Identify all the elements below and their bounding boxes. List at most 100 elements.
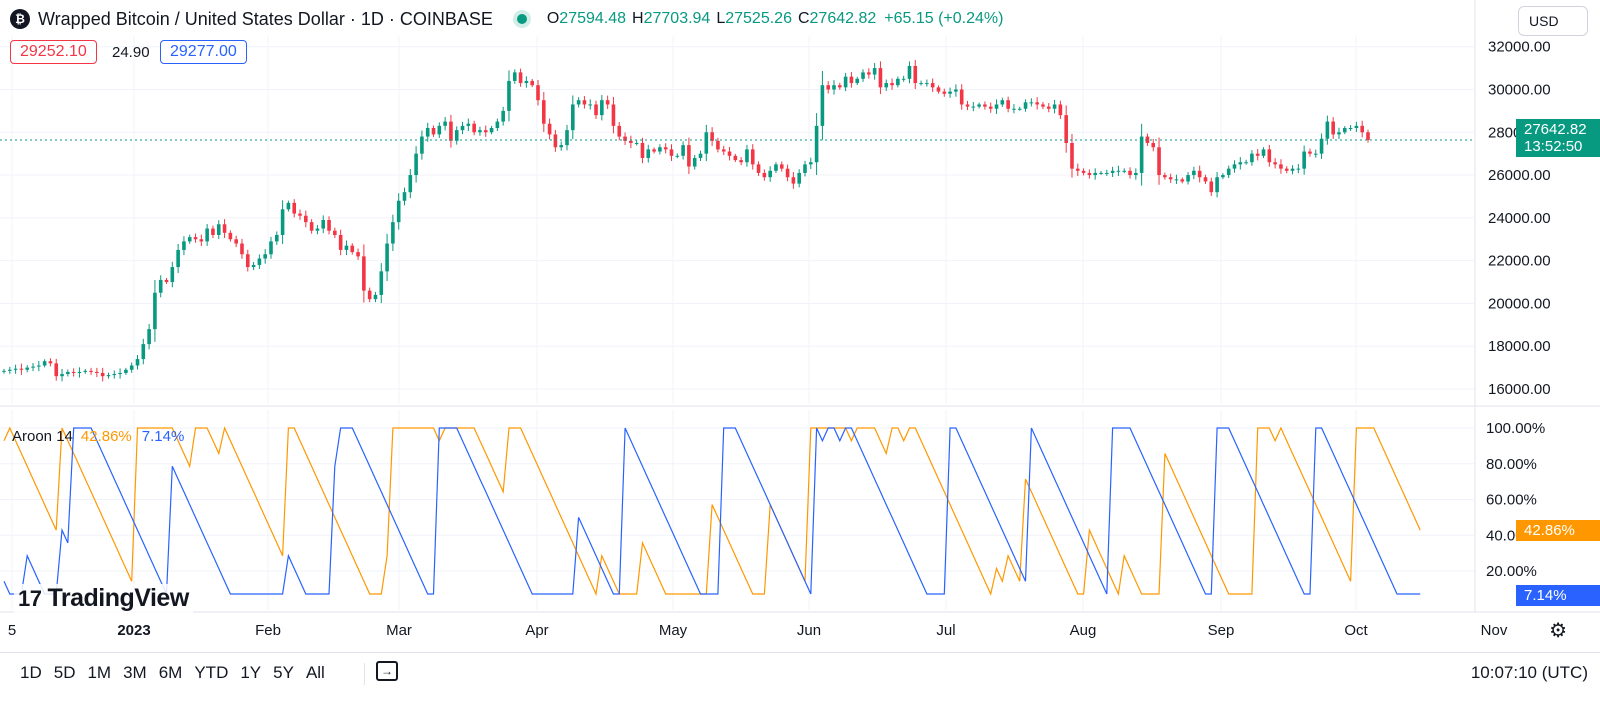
aroon-legend[interactable]: Aroon 14 42.86% 7.14% <box>12 428 184 445</box>
candle-body <box>530 80 534 86</box>
tradingview-wordmark: TradingView <box>47 584 189 612</box>
candle-body <box>814 125 819 163</box>
candle-body <box>414 153 418 176</box>
tradingview-logo[interactable]: 17 TradingView <box>14 584 193 613</box>
time-axis-label: Feb <box>255 622 281 639</box>
candle-body <box>1017 108 1022 110</box>
goto-date-calendar-icon[interactable]: → <box>376 661 398 681</box>
candle-body <box>95 371 99 373</box>
range-ytd-button[interactable]: YTD <box>194 663 229 682</box>
bar-countdown: 13:52:50 <box>1524 138 1583 155</box>
candle-body <box>1041 104 1045 107</box>
candle-body <box>280 209 285 235</box>
candle-body <box>692 157 697 167</box>
candle-body <box>559 145 564 148</box>
candle-body <box>1238 162 1243 165</box>
range-3m-button[interactable]: 3M <box>123 663 147 682</box>
candle-body <box>182 241 186 250</box>
candle-body <box>994 104 999 109</box>
range-1y-button[interactable]: 1Y <box>240 663 262 682</box>
settings-gear-icon[interactable]: ⚙ <box>1549 620 1567 642</box>
currency-select[interactable]: USD <box>1518 6 1588 36</box>
candle-body <box>1279 164 1283 169</box>
time-axis-label: Sep <box>1207 622 1235 639</box>
candle-body <box>1151 142 1156 148</box>
candle-body <box>1174 179 1179 181</box>
symbol-title[interactable]: Wrapped Bitcoin / United States Dollar ·… <box>38 8 493 29</box>
range-6m-button[interactable]: 6M <box>158 663 183 682</box>
candle-body <box>617 125 622 137</box>
candle-body <box>31 366 35 368</box>
aroon-tick-label: 100.00% <box>1486 420 1545 437</box>
range-5d-button[interactable]: 5D <box>53 663 76 682</box>
utc-clock[interactable]: 10:07:10 (UTC) <box>1470 663 1588 682</box>
candle-body <box>25 367 30 370</box>
candle-body <box>1105 172 1109 174</box>
candle-body <box>745 149 749 163</box>
candle-body <box>594 104 598 116</box>
candle-body <box>315 228 320 231</box>
aroon-up-line <box>3 426 1421 597</box>
candle-body <box>541 100 546 124</box>
candle-body <box>187 237 192 242</box>
candle-body <box>1331 121 1335 135</box>
sell-price-button[interactable]: 29252.10 <box>10 40 97 64</box>
candle-body <box>1070 142 1074 169</box>
candle-body <box>1366 132 1370 140</box>
candle-body <box>362 256 366 291</box>
ohlc-close-value: 27642.82 <box>809 10 877 27</box>
candle-body <box>768 170 772 178</box>
candle-body <box>478 130 482 133</box>
candle-body <box>425 128 430 137</box>
candle-body <box>576 100 581 105</box>
candle-body <box>100 372 105 377</box>
bitcoin-icon: ₿ <box>10 9 30 29</box>
candle-body <box>8 369 12 371</box>
candle-body <box>216 224 221 235</box>
candle-body <box>930 83 935 88</box>
candle-body <box>42 361 47 366</box>
range-5y-button[interactable]: 5Y <box>273 663 294 682</box>
candle-body <box>1337 132 1341 135</box>
candle-body <box>373 294 378 300</box>
candle-body <box>803 164 807 173</box>
candle-body <box>391 222 395 244</box>
candle-body <box>1110 170 1115 173</box>
candle-body <box>1232 164 1237 169</box>
time-axis-label: Jul <box>936 622 956 639</box>
aroon-tick-label: 20.00% <box>1486 563 1537 580</box>
candle-body <box>640 142 645 158</box>
candle-body <box>37 365 41 367</box>
candle-body <box>263 254 267 259</box>
candle-body <box>396 200 401 223</box>
range-1d-button[interactable]: 1D <box>20 663 42 682</box>
aroon-up-badge: 42.86% <box>1516 520 1600 541</box>
candle-body <box>118 372 122 375</box>
candle-body <box>1012 108 1016 110</box>
candle-body <box>344 245 349 250</box>
market-open-dot-icon <box>516 14 527 24</box>
candle-body <box>367 290 372 300</box>
ohlc-low-value: 27525.26 <box>725 10 792 27</box>
candle-body <box>878 68 883 88</box>
candle-body <box>1122 170 1127 172</box>
range-1m-button[interactable]: 1M <box>87 663 112 682</box>
candle-body <box>147 329 151 345</box>
candle-body <box>977 104 981 107</box>
candle-body <box>106 375 111 377</box>
buy-price-button[interactable]: 29277.00 <box>160 40 247 64</box>
candle-body <box>124 369 128 373</box>
candle-body <box>350 245 355 253</box>
candle-body <box>1255 153 1260 156</box>
candle-body <box>1284 168 1289 171</box>
candle-body <box>867 72 871 75</box>
range-all-button[interactable]: All <box>305 663 325 682</box>
candle-body <box>646 149 651 158</box>
aroon-tick-label: 60.00% <box>1486 492 1537 509</box>
candle-body <box>1302 151 1306 169</box>
candle-body <box>774 164 778 171</box>
candle-body <box>1203 177 1208 182</box>
candle-body <box>571 104 575 131</box>
candle-body <box>1267 149 1272 163</box>
